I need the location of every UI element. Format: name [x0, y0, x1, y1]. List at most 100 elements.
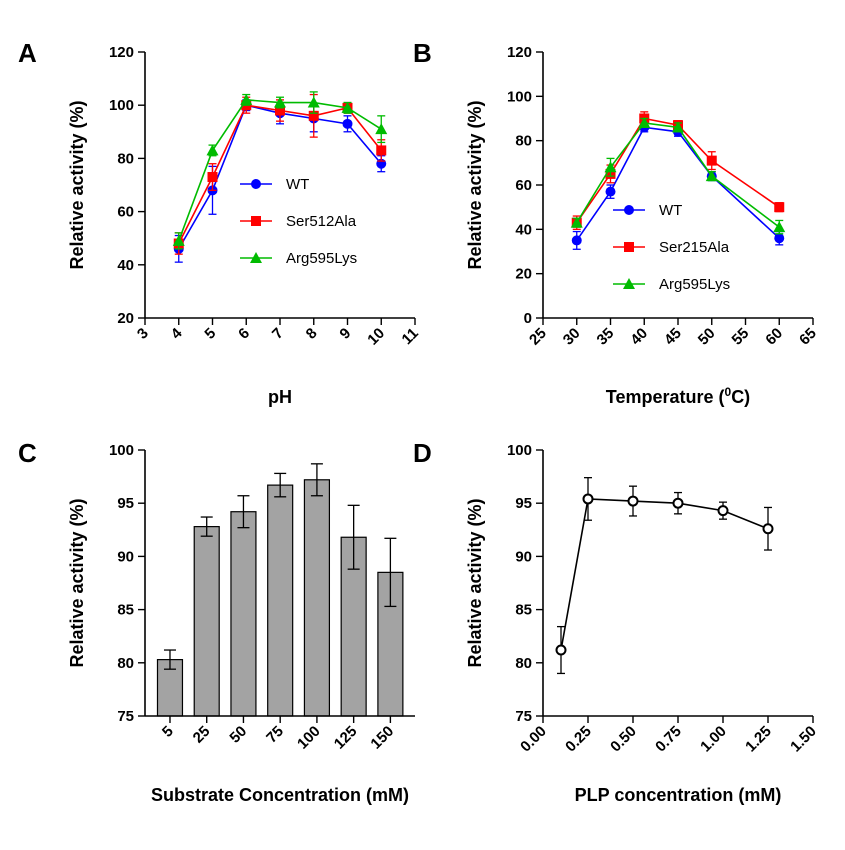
data-point	[376, 145, 387, 156]
panel-letter: A	[18, 38, 37, 68]
data-point	[717, 505, 729, 517]
y-tick-label: 20	[117, 310, 134, 327]
data-point	[570, 216, 583, 228]
x-tick-label: 150	[367, 723, 397, 753]
data-point	[274, 96, 286, 108]
y-tick-label: 80	[117, 150, 134, 167]
x-tick-label: 1.25	[742, 723, 775, 756]
data-point	[638, 116, 651, 128]
x-tick-label: 100	[294, 723, 324, 753]
y-tick-label: 95	[515, 495, 532, 512]
y-tick-label: 100	[109, 442, 134, 459]
y-tick-label: 80	[515, 655, 532, 672]
chart-panel-a: A 20 40 60 80 100 120 3 4 5 6 7 8 9 10 11 Relative activ…	[18, 38, 422, 407]
x-axis-title: pH	[268, 387, 292, 407]
y-tick-label: 90	[117, 548, 134, 565]
legend-marker	[623, 278, 635, 289]
y-tick-label: 40	[117, 257, 134, 274]
data-point	[555, 644, 567, 656]
legend-label: Ser215Ala	[659, 239, 730, 256]
y-axis-title: Relative activity (%)	[67, 100, 87, 269]
y-tick-label: 0	[524, 310, 532, 327]
legend-label: Ser512Ala	[286, 213, 357, 230]
y-tick-label: 120	[109, 44, 134, 61]
y-tick-label: 120	[507, 44, 532, 61]
panel-letter: C	[18, 438, 37, 468]
x-tick-label: 8	[303, 325, 321, 343]
data-point	[762, 523, 774, 535]
y-tick-label: 60	[117, 204, 134, 221]
data-point	[773, 221, 786, 233]
x-tick-label: 40	[627, 325, 651, 349]
y-tick-label: 100	[109, 97, 134, 114]
legend-marker	[624, 205, 634, 215]
x-tick-label: 75	[263, 723, 287, 747]
y-tick-label: 40	[515, 221, 532, 238]
data-point	[275, 105, 285, 116]
x-tick-label: 0.25	[562, 723, 595, 756]
x-tick-label: 9	[336, 325, 354, 343]
panel-letter: D	[413, 438, 432, 468]
y-axis-title: Relative activity (%)	[465, 498, 485, 667]
series-line	[576, 117, 780, 224]
x-tick-label: 11	[399, 325, 422, 348]
data-point	[774, 233, 785, 244]
x-tick-label: 0.75	[652, 723, 685, 756]
y-tick-label: 75	[515, 708, 532, 725]
y-tick-label: 75	[117, 708, 134, 725]
y-tick-label: 100	[507, 88, 532, 105]
data-point	[605, 186, 616, 197]
data-point	[706, 155, 717, 166]
x-tick-label: 30	[560, 325, 584, 349]
y-tick-label: 80	[117, 655, 134, 672]
y-tick-label: 100	[507, 442, 532, 459]
legend-label: Arg595Lys	[659, 276, 730, 293]
x-tick-label: 55	[729, 325, 753, 349]
legend-marker	[251, 179, 261, 189]
x-tick-label: 65	[796, 325, 820, 349]
legend-marker	[251, 216, 261, 226]
panel-letter: B	[413, 38, 432, 68]
data-point	[341, 101, 354, 113]
data-point	[582, 493, 594, 505]
legend-marker	[250, 252, 262, 263]
chart-panel-d: D 75 80 85 90 95 100 0.00 0.25 0.50 0.75 1.00 1.25 1.…	[413, 438, 820, 805]
legend-label: WT	[659, 202, 682, 219]
bar	[230, 511, 257, 717]
x-tick-label: 10	[364, 325, 388, 349]
y-axis-title: Relative activity (%)	[67, 498, 87, 667]
bars	[156, 463, 404, 717]
bar	[193, 526, 220, 717]
y-tick-label: 80	[515, 133, 532, 150]
series-line	[560, 498, 769, 651]
x-tick-label: 25	[190, 723, 214, 747]
y-tick-label: 85	[117, 602, 134, 619]
x-tick-label: 60	[762, 325, 786, 349]
bar	[303, 479, 331, 717]
data-point	[672, 121, 684, 133]
legend-marker	[624, 242, 634, 252]
data-point	[307, 96, 320, 108]
x-tick-label: 7	[269, 325, 287, 343]
legend: WT Ser512Ala Arg595Lys	[240, 176, 357, 267]
bar	[267, 484, 294, 717]
series-wt	[173, 99, 387, 263]
y-axis-title: Relative activity (%)	[465, 100, 485, 269]
x-tick-label: 4	[168, 324, 186, 342]
y-tick-label: 20	[515, 266, 532, 283]
series-wt	[571, 122, 785, 250]
y-tick-label: 95	[117, 495, 134, 512]
x-axis-title: Temperature (0C)	[606, 385, 750, 407]
series-0	[555, 477, 774, 675]
legend-label: Arg595Lys	[286, 250, 357, 267]
y-tick-label: 90	[515, 548, 532, 565]
x-tick-label: 6	[235, 325, 253, 343]
x-tick-label: 1.00	[697, 723, 730, 756]
x-tick-label: 5	[201, 325, 219, 343]
y-tick-label: 85	[515, 602, 532, 619]
x-tick-label: 125	[331, 723, 361, 753]
x-tick-label: 25	[526, 325, 550, 349]
data-point	[375, 123, 388, 135]
